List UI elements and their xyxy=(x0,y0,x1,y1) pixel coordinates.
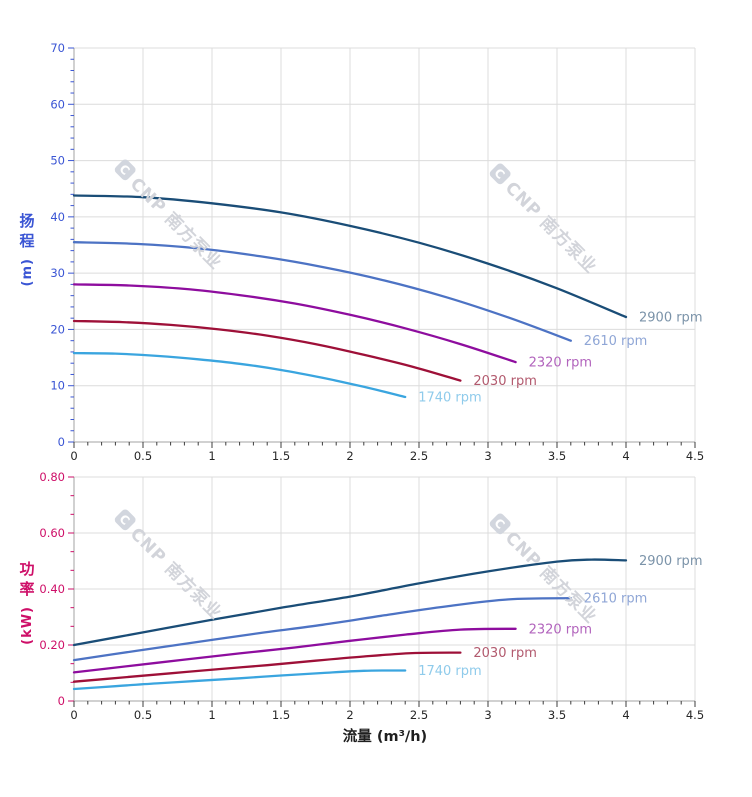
power-series-label-2610-rpm: 2610 rpm xyxy=(584,592,647,607)
power-chart-area: 0 0.20 0.40 0.60 0.80 0 0.5 1 1.5 2 2.5 3 3.5 4 4.5 290… xyxy=(39,470,704,722)
head-y-tick-label: 60 xyxy=(50,97,65,111)
x-axis-title: 流量 (m³/h) xyxy=(342,729,428,745)
power-curve-2900-rpm xyxy=(72,558,628,647)
power-series-label-2030-rpm: 2030 rpm xyxy=(473,646,536,661)
power-x-tick-label: 1 xyxy=(208,708,215,722)
head-series-label-2610-rpm: 2610 rpm xyxy=(584,334,647,349)
power-y-axis-title: 功率 (kW) xyxy=(12,560,42,645)
head-curve-1740-rpm xyxy=(72,351,407,399)
head-y-tick-label: 20 xyxy=(50,322,65,336)
power-series-label-2900-rpm: 2900 rpm xyxy=(639,554,702,569)
power-x-tick-label: 3 xyxy=(484,708,491,722)
head-axes xyxy=(73,48,695,443)
power-series-label-2320-rpm: 2320 rpm xyxy=(529,622,592,637)
head-grid xyxy=(74,47,696,442)
power-curve-2030-rpm xyxy=(72,651,462,683)
head-x-tick-label: 3 xyxy=(484,449,491,463)
head-y-tick-label: 10 xyxy=(50,379,65,393)
head-curve-2030-rpm xyxy=(72,319,462,382)
power-x-tick-label: 0.5 xyxy=(134,708,152,722)
head-x-tick-label: 3.5 xyxy=(548,449,566,463)
head-x-tick-label: 2.5 xyxy=(410,449,428,463)
power-x-tick-label: 4.5 xyxy=(686,708,704,722)
power-y-tick-label: 0.60 xyxy=(39,526,65,540)
power-x-tick-label: 1.5 xyxy=(272,708,290,722)
head-x-tick-label: 0.5 xyxy=(134,449,152,463)
power-curve-1740-rpm xyxy=(72,669,407,691)
head-y-tick-label: 40 xyxy=(50,210,65,224)
head-series-label-2900-rpm: 2900 rpm xyxy=(639,311,702,326)
power-curve-2610-rpm xyxy=(72,597,572,662)
head-y-axis-ticks xyxy=(68,47,74,443)
head-curve-2900-rpm xyxy=(72,194,628,319)
head-series-label-2030-rpm: 2030 rpm xyxy=(473,374,536,389)
head-y-axis-title-text: 扬程 xyxy=(19,212,35,250)
head-series-label-2320-rpm: 2320 rpm xyxy=(529,356,592,371)
head-y-tick-label: 30 xyxy=(50,266,65,280)
head-x-tick-label: 4 xyxy=(622,449,629,463)
power-x-tick-label: 0 xyxy=(70,708,77,722)
head-x-tick-label: 2 xyxy=(346,449,353,463)
power-y-tick-label: 0.80 xyxy=(39,470,65,484)
power-y-axis-ticks xyxy=(68,476,74,702)
power-y-tick-label: 0 xyxy=(58,694,65,708)
head-curve-2610-rpm xyxy=(72,241,572,342)
head-x-tick-label: 1.5 xyxy=(272,449,290,463)
power-y-axis-title-text: 功率 xyxy=(19,560,35,598)
power-x-tick-label: 2.5 xyxy=(410,708,428,722)
head-x-tick-label: 1 xyxy=(208,449,215,463)
power-y-tick-label: 0.40 xyxy=(39,582,65,596)
head-x-axis-ticks xyxy=(73,442,696,448)
power-x-tick-label: 2 xyxy=(346,708,353,722)
head-x-tick-label: 0 xyxy=(70,449,77,463)
power-series-label-1740-rpm: 1740 rpm xyxy=(418,664,481,679)
head-y-tick-label: 70 xyxy=(50,41,65,55)
power-y-tick-label: 0.20 xyxy=(39,638,65,652)
head-y-axis-unit: (m) xyxy=(19,258,35,287)
head-y-axis-title: 扬程 (m) xyxy=(12,212,42,286)
power-y-axis-unit: (kW) xyxy=(19,606,35,645)
head-y-tick-label: 0 xyxy=(58,435,65,449)
head-curve-2320-rpm xyxy=(72,283,517,364)
head-chart-area: 0 10 20 30 40 50 60 70 0 0.5 1 1.5 2 2.5 3 3.5 4 4.5 2900 … xyxy=(50,41,704,463)
power-x-tick-label: 4 xyxy=(622,708,629,722)
power-curve-2320-rpm xyxy=(72,627,517,674)
head-x-tick-label: 4.5 xyxy=(686,449,704,463)
power-x-tick-label: 3.5 xyxy=(548,708,566,722)
head-series-label-1740-rpm: 1740 rpm xyxy=(418,390,481,405)
head-y-tick-label: 50 xyxy=(50,154,65,168)
power-x-axis-ticks xyxy=(73,701,696,707)
